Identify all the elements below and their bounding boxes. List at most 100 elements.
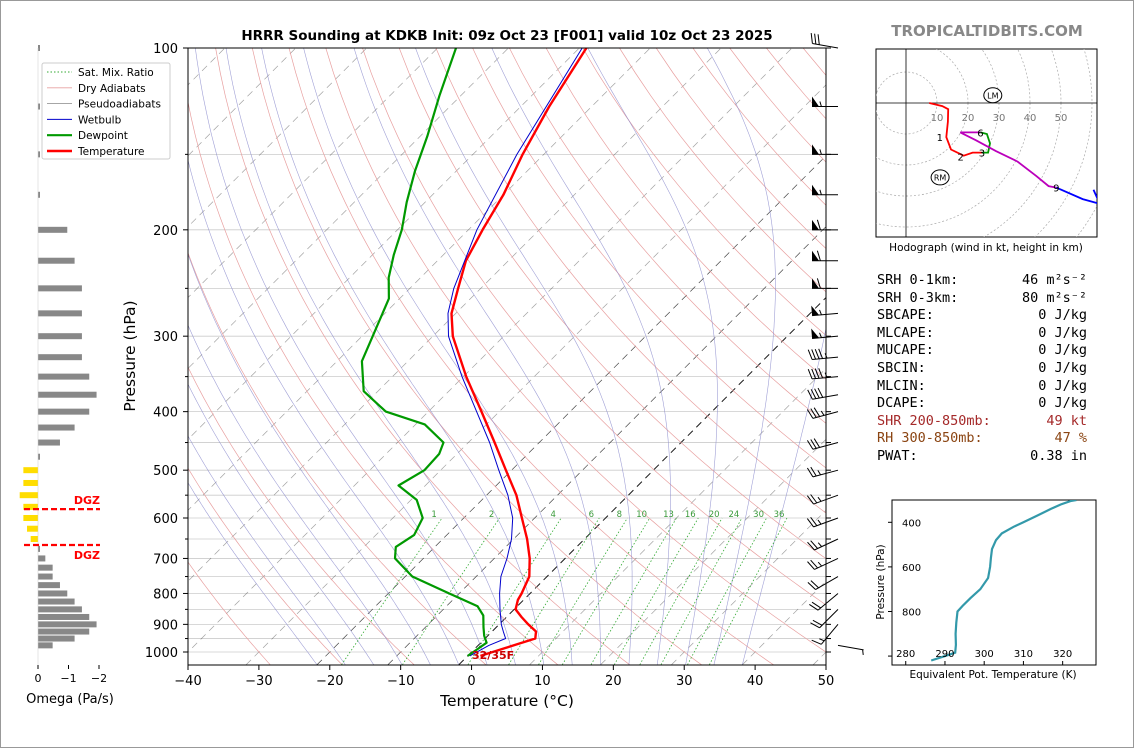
pseudoadiabat [188, 482, 318, 665]
hodograph-segment [929, 102, 982, 157]
theta-e-plot [930, 500, 1077, 662]
hodograph-ring-label: 50 [1055, 113, 1068, 124]
dry-adiabat [188, 467, 343, 665]
omega-bar [23, 515, 38, 522]
stat-label: SBCAPE: [877, 307, 934, 324]
skewt-plot: 1 2 4 6 8 10 13 16 20 24 30 36 −40 −30 −20 −10 0 10 20 30 4… [145, 33, 864, 689]
dry-adiabat [398, 48, 826, 560]
mixing-ratio-line [402, 517, 500, 665]
storm-motion-marker [983, 87, 1003, 104]
omega-bar [38, 151, 40, 158]
pseudoadiabat [491, 48, 671, 665]
legend-label: Dry Adiabats [78, 83, 146, 95]
mixing-ratio-label: 1 [431, 510, 436, 520]
stat-label: SHR 200-850mb: [877, 412, 991, 429]
x-tick-label: −40 [174, 674, 201, 689]
pseudoadiabat [742, 326, 826, 665]
isotherm [529, 367, 826, 665]
pseudoadiabat [188, 383, 374, 665]
wind-barb [807, 387, 839, 400]
isotherm [188, 48, 297, 157]
wind-barb [811, 305, 839, 317]
wind-barb [812, 278, 838, 289]
mixing-ratio-label: 20 [709, 510, 720, 520]
pseudoadiabat [261, 48, 545, 665]
omega-bar [38, 354, 82, 361]
theta-e-ytick-label: 600 [902, 563, 921, 574]
omega-tick-label: −2 [91, 672, 107, 685]
y-tick-label: 200 [153, 224, 178, 239]
mixing-ratio-line [538, 517, 628, 665]
stat-label: SRH 0-3km: [877, 289, 959, 306]
omega-bar [27, 525, 38, 532]
stat-value: 0 J/kg [1038, 395, 1087, 412]
dry-adiabat [288, 48, 774, 665]
hodograph-grid [876, 49, 1097, 237]
dry-adiabat [251, 48, 702, 665]
theta-e-ytick-label: 400 [902, 518, 921, 529]
x-tick-label: −20 [316, 674, 343, 689]
wind-barb [807, 557, 839, 570]
y-tick-label: 700 [153, 552, 178, 567]
dgz-label: DGZ [74, 549, 100, 562]
wind-barb [810, 609, 839, 629]
pseudoadiabat [707, 48, 776, 665]
dry-adiabat [582, 48, 826, 336]
wind-barb [806, 517, 839, 528]
stat-value: 0 J/kg [1038, 359, 1087, 376]
omega-bar [38, 408, 90, 415]
omega-bar [38, 621, 97, 628]
mixing-ratio-line [687, 517, 767, 665]
surface-temp-label: 32/35F [472, 649, 514, 662]
x-tick-label: −30 [245, 674, 272, 689]
wind-barb [807, 576, 839, 590]
omega-bar [23, 467, 38, 474]
mixing-ratio-label: 8 [617, 510, 622, 520]
hodograph-ring-label: 10 [931, 113, 944, 124]
mixing-ratio-label: 4 [550, 510, 555, 520]
stat-value: 0 J/kg [1038, 324, 1087, 341]
dry-adiabat [545, 48, 826, 380]
mixing-ratio-label: 30 [753, 510, 764, 520]
hodograph-height-label: 6 [977, 128, 983, 139]
theta-e-xlabel: Equivalent Pot. Temperature (K) [909, 669, 1076, 681]
stat-label: SRH 0-1km: [877, 272, 959, 288]
x-tick-label: 0 [467, 674, 475, 689]
stat-value: 0 J/kg [1038, 342, 1087, 359]
x-tick-label: 40 [747, 674, 764, 689]
wind-barb [812, 144, 838, 155]
mixing-ratio-line [341, 517, 443, 665]
legend-label: Pseudoadiabats [78, 99, 161, 111]
stat-row: SRH 0-1km: 46 m²s⁻² [877, 272, 1107, 290]
omega-bar [38, 635, 75, 642]
stat-value: 0.38 in [1030, 447, 1087, 464]
mixing-ratio-label: 13 [663, 510, 674, 520]
stat-label: MUCAPE: [877, 342, 934, 359]
y-tick-label: 900 [153, 618, 178, 633]
wind-barb [807, 368, 839, 380]
isotherm [600, 438, 826, 665]
hodograph-ring-label: 30 [993, 113, 1006, 124]
stat-row: SBCIN: 0 J/kg [877, 360, 1107, 378]
x-tick-label: 30 [676, 674, 693, 689]
wind-barb [806, 494, 839, 505]
omega-bar [38, 439, 60, 446]
stat-label: RH 300-850mb: [877, 430, 983, 447]
theta-e-ytick-label: 800 [902, 607, 921, 618]
y-tick-label: 1000 [145, 646, 178, 661]
storm-motion-marker [930, 169, 950, 186]
chart-title: HRRR Sounding at KDKB Init: 09z Oct 23 [… [241, 28, 772, 44]
isotherm [188, 48, 722, 582]
dry-adiabat [188, 100, 559, 665]
hodograph-height-label: 9 [1053, 184, 1059, 195]
mixing-ratio-label: 2 [489, 510, 494, 520]
omega-bar [38, 424, 75, 431]
omega-tick-label: −1 [60, 672, 76, 685]
pseudoadiabat [195, 48, 488, 665]
y-tick-label: 800 [153, 587, 178, 602]
stat-row: DCAPE: 0 J/kg [877, 395, 1107, 413]
omega-bar [38, 590, 68, 597]
isotherm [671, 509, 826, 665]
isotherm [188, 48, 580, 440]
